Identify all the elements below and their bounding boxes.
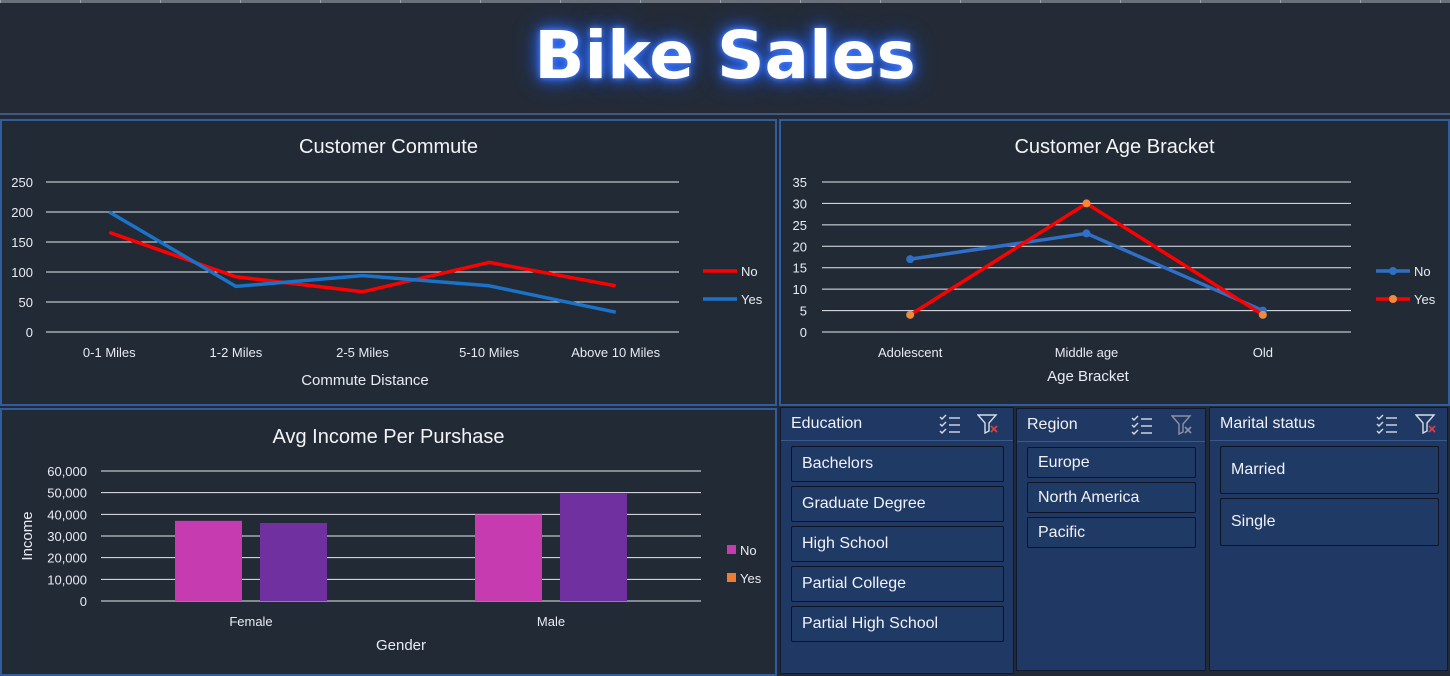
legend-label-yes: Yes xyxy=(740,571,762,586)
clear-filter-icon[interactable] xyxy=(1170,415,1193,436)
slicer-item-single[interactable]: Single xyxy=(1220,498,1439,546)
x-tick-label: 2-5 Miles xyxy=(336,345,389,360)
income-chart: 0 10,000 20,000 30,000 40,000 50,000 60,000 Fem… xyxy=(19,464,762,654)
legend-swatch-yes xyxy=(727,573,736,582)
marital-slicer-header: Marital status xyxy=(1210,408,1447,441)
x-tick-label: 0-1 Miles xyxy=(83,345,136,360)
y-tick-label: 0 xyxy=(80,594,87,609)
age-chart: 0 5 10 15 20 25 30 35 Adolescent Middle age Old Age… xyxy=(793,175,1436,385)
y-tick-label: 100 xyxy=(11,265,33,280)
x-tick-label: Male xyxy=(537,614,565,629)
y-tick-label: 30 xyxy=(793,196,807,211)
multi-select-icon[interactable] xyxy=(1131,415,1153,435)
slicer-item-high-school[interactable]: High School xyxy=(791,526,1004,562)
series-line-no xyxy=(909,231,1264,313)
y-tick-label: 20 xyxy=(793,239,807,254)
slicer-item-europe[interactable]: Europe xyxy=(1027,447,1196,478)
slicer-item-north-america[interactable]: North America xyxy=(1027,482,1196,513)
bar-yes-male xyxy=(560,493,627,601)
y-tick-label: 0 xyxy=(800,325,807,340)
region-slicer-header: Region xyxy=(1017,409,1205,442)
clear-filter-icon[interactable] xyxy=(976,414,999,435)
legend-label-no: No xyxy=(1414,264,1431,279)
x-tick-label: Above 10 Miles xyxy=(571,345,660,360)
education-slicer: Education Bachelors Graduate Degree High… xyxy=(780,407,1014,674)
x-axis-label: Gender xyxy=(376,637,426,654)
y-tick-label: 200 xyxy=(11,205,33,220)
window-top-strip xyxy=(0,0,1450,3)
y-tick-label: 25 xyxy=(793,218,807,233)
bar-yes-female xyxy=(260,523,327,601)
series-line-no xyxy=(108,230,617,294)
slicer-item-graduate-degree[interactable]: Graduate Degree xyxy=(791,486,1004,522)
marital-slicer-title: Marital status xyxy=(1220,415,1316,432)
data-point-no xyxy=(906,255,915,264)
education-slicer-header: Education xyxy=(781,408,1013,441)
education-slicer-title: Education xyxy=(791,415,863,432)
clear-filter-icon[interactable] xyxy=(1414,414,1437,435)
y-tick-label: 40,000 xyxy=(47,507,87,522)
bar-no-male xyxy=(475,514,542,601)
x-tick-label: 1-2 Miles xyxy=(210,345,263,360)
commute-chart: 0 50 100 150 200 250 0-1 Miles 1-2 Miles 2-5 Mil… xyxy=(11,175,763,389)
legend-swatch-no xyxy=(727,545,736,554)
income-chart-title: Avg Income Per Purshase xyxy=(272,426,505,448)
x-tick-label: Female xyxy=(229,614,272,629)
commute-chart-title: Customer Commute xyxy=(299,136,478,158)
data-point-yes xyxy=(1082,199,1091,208)
y-tick-label: 250 xyxy=(11,175,33,190)
dashboard-title: Bike Sales xyxy=(534,17,916,94)
region-slicer-title: Region xyxy=(1027,416,1078,433)
slicer-item-partial-high-school[interactable]: Partial High School xyxy=(791,606,1004,642)
bar-no-female xyxy=(175,520,242,601)
legend-marker-no xyxy=(1389,267,1397,275)
dashboard-header: Bike Sales xyxy=(0,3,1450,115)
slicer-item-pacific[interactable]: Pacific xyxy=(1027,517,1196,548)
multi-select-icon[interactable] xyxy=(1376,414,1398,434)
data-point-yes xyxy=(1258,310,1267,319)
age-chart-panel[interactable]: Customer Age Bracket 0 5 10 15 20 25 30 35 Adole… xyxy=(779,119,1450,406)
x-axis-label: Age Bracket xyxy=(1047,368,1130,385)
y-tick-label: 20,000 xyxy=(47,551,87,566)
series-line-yes xyxy=(108,210,617,314)
data-point-yes xyxy=(906,310,915,319)
y-tick-label: 10 xyxy=(793,282,807,297)
series-line-yes xyxy=(909,201,1264,317)
age-chart-title: Customer Age Bracket xyxy=(1014,136,1215,158)
legend-label-yes: Yes xyxy=(741,292,763,307)
y-tick-label: 35 xyxy=(793,175,807,190)
legend-label-yes: Yes xyxy=(1414,292,1436,307)
y-tick-label: 0 xyxy=(26,325,33,340)
y-tick-label: 150 xyxy=(11,235,33,250)
x-tick-label: Middle age xyxy=(1055,345,1119,360)
x-tick-label: 5-10 Miles xyxy=(459,345,519,360)
x-tick-label: Old xyxy=(1253,345,1273,360)
y-tick-label: 10,000 xyxy=(47,572,87,587)
slicer-item-partial-college[interactable]: Partial College xyxy=(791,566,1004,602)
slicer-item-married[interactable]: Married xyxy=(1220,446,1439,494)
y-tick-label: 5 xyxy=(800,304,807,319)
y-axis-label: Income xyxy=(19,511,36,560)
x-axis-label: Commute Distance xyxy=(301,372,429,389)
multi-select-icon[interactable] xyxy=(939,414,961,434)
legend-label-no: No xyxy=(741,264,758,279)
y-tick-label: 50 xyxy=(19,295,33,310)
y-tick-label: 50,000 xyxy=(47,486,87,501)
legend-label-no: No xyxy=(740,543,757,558)
y-tick-label: 30,000 xyxy=(47,529,87,544)
y-tick-label: 60,000 xyxy=(47,464,87,479)
region-slicer: Region Europe North America Pacific xyxy=(1016,408,1206,671)
data-point-no xyxy=(1082,229,1091,238)
legend-marker-yes xyxy=(1389,295,1397,303)
income-chart-panel[interactable]: Avg Income Per Purshase 0 10,000 20,000 30,… xyxy=(0,408,777,676)
x-tick-label: Adolescent xyxy=(878,345,943,360)
marital-status-slicer: Marital status Married Single xyxy=(1209,407,1448,671)
slicer-item-bachelors[interactable]: Bachelors xyxy=(791,446,1004,482)
commute-chart-panel[interactable]: Customer Commute 0 50 100 150 200 250 0-1 Mile… xyxy=(0,119,777,406)
y-tick-label: 15 xyxy=(793,261,807,276)
